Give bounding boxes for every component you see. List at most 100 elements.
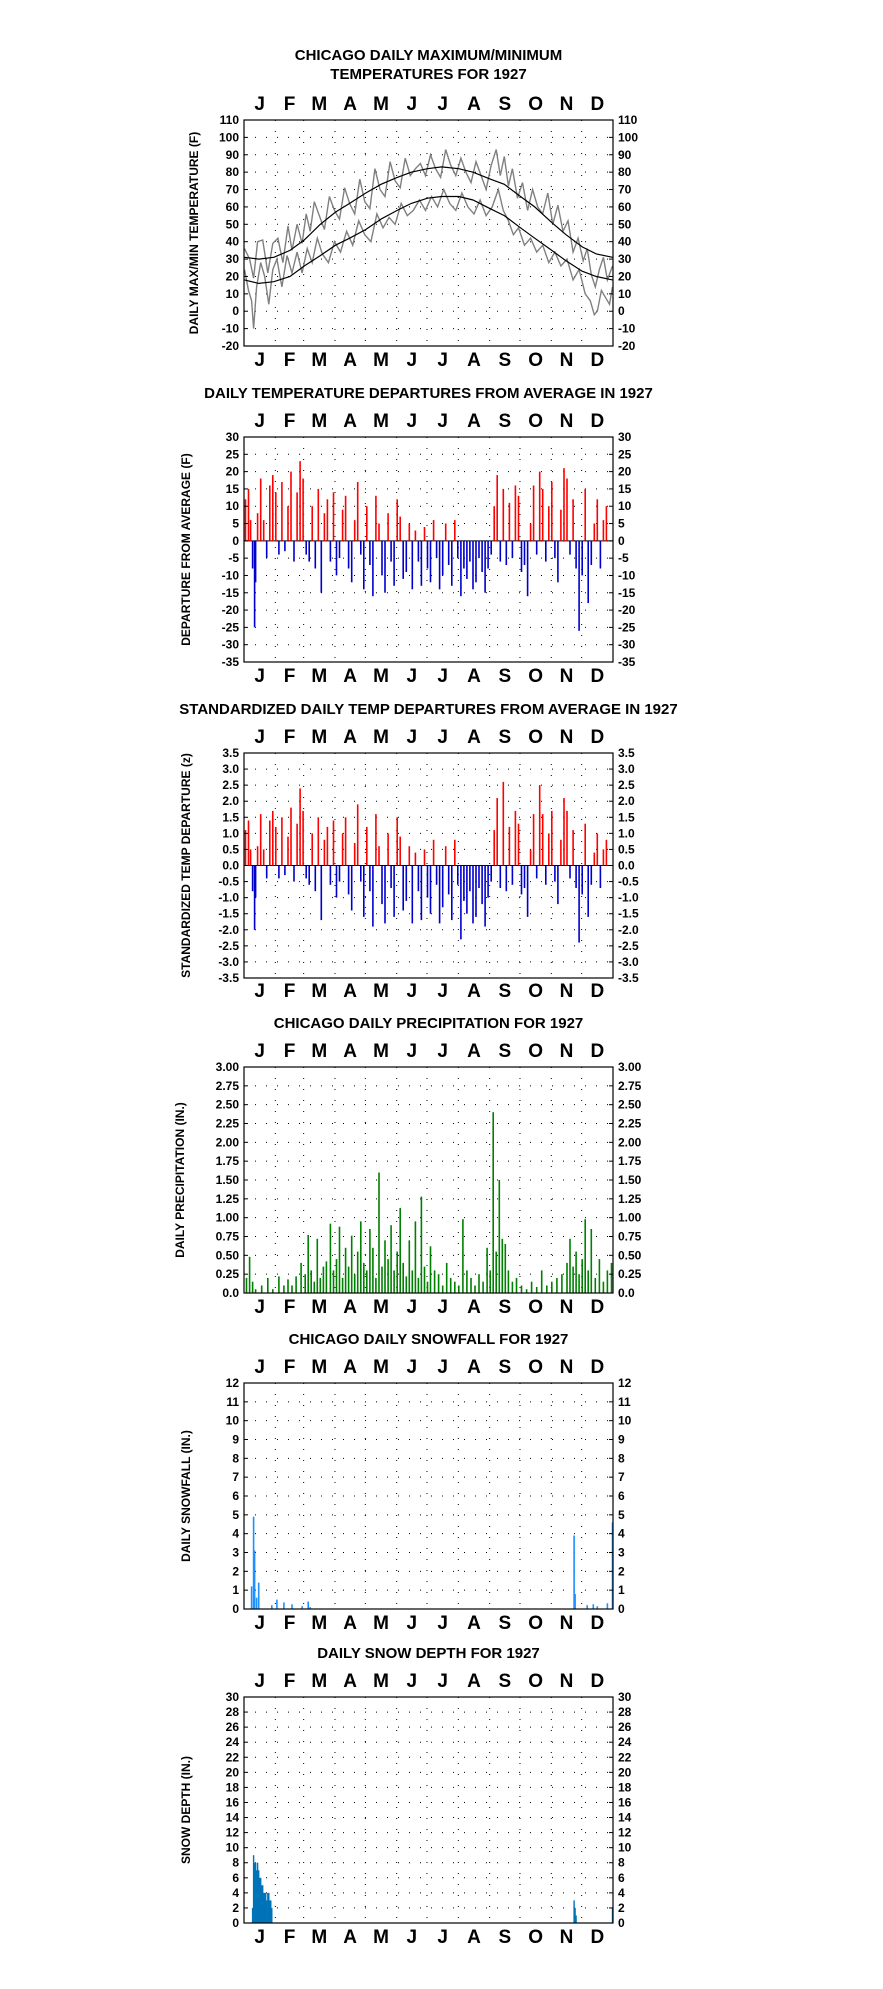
bar: [326, 499, 329, 541]
bar: [596, 833, 599, 866]
bar: [266, 1900, 268, 1923]
grid: [244, 1697, 613, 1923]
bar: [466, 865, 468, 914]
bar: [257, 1582, 260, 1609]
bar: [265, 1892, 267, 1923]
y-tick-label-left: 1.75: [216, 1154, 240, 1168]
bar: [551, 810, 553, 866]
bar: [426, 1281, 429, 1293]
bar: [541, 488, 544, 541]
month-label-top: S: [498, 94, 511, 115]
bar: [251, 865, 254, 892]
y-tick-label-right: 9: [618, 1433, 625, 1447]
bar: [360, 540, 362, 555]
bar: [284, 540, 286, 552]
y-tick-label-right: 10: [618, 499, 632, 513]
y-tick-label-right: 0.25: [618, 1267, 642, 1281]
month-label-bottom: J: [254, 1297, 265, 1318]
bar: [429, 540, 432, 583]
month-label-top: A: [343, 727, 357, 748]
y-tick-label-right: -10: [618, 322, 636, 336]
bar: [478, 1274, 480, 1293]
y-tick-label-left: -0.5: [218, 875, 239, 889]
bar: [548, 833, 550, 866]
bar: [272, 810, 274, 866]
month-label-bottom: M: [373, 1927, 389, 1948]
y-axis-title: DAILY PRECIPITATION (IN.): [173, 1102, 187, 1258]
month-label-top: D: [590, 727, 604, 748]
bar: [478, 540, 480, 559]
month-label-top: M: [311, 411, 327, 432]
month-label-bottom: A: [467, 1297, 481, 1318]
bar: [578, 1274, 580, 1293]
bar: [420, 865, 423, 921]
y-tick-label-left: 30: [226, 1690, 240, 1704]
bar: [275, 826, 277, 866]
bar: [507, 1270, 510, 1293]
bar: [411, 865, 414, 924]
bar: [293, 540, 295, 562]
bar: [402, 865, 404, 911]
bar: [463, 865, 465, 901]
bar: [593, 852, 596, 866]
month-label-top: O: [528, 411, 543, 432]
bar: [408, 1240, 411, 1293]
y-tick-label-right: 4: [618, 1886, 625, 1900]
y-axis-title: SNOW DEPTH (IN.): [179, 1756, 193, 1864]
month-label-bottom: J: [437, 666, 448, 687]
bar: [262, 849, 265, 866]
bar: [511, 1281, 514, 1293]
month-label-top: M: [311, 1041, 327, 1062]
month-label-top: O: [528, 1357, 543, 1378]
bar: [253, 1862, 256, 1923]
bar: [387, 1259, 389, 1293]
bar: [574, 1907, 576, 1923]
bar: [496, 798, 498, 866]
bar: [244, 499, 247, 541]
y-tick-label-left: -25: [222, 620, 240, 634]
y-tick-label-right: 2.50: [618, 1098, 642, 1112]
data-marks: [244, 781, 608, 943]
bar: [259, 814, 262, 866]
bar: [291, 1604, 293, 1609]
month-label-bottom: O: [528, 350, 543, 371]
y-tick-label-right: 15: [618, 482, 632, 496]
y-tick-label-left: 7: [232, 1470, 239, 1484]
bar: [253, 865, 256, 930]
month-label-top: S: [498, 1041, 511, 1062]
bar: [384, 865, 386, 924]
bar: [393, 540, 395, 586]
month-label-top: J: [437, 1357, 448, 1378]
month-label-bottom: O: [528, 1927, 543, 1948]
bar: [423, 527, 426, 541]
month-label-top: J: [437, 1671, 448, 1692]
bar: [272, 475, 274, 541]
bar: [581, 540, 583, 576]
bar: [284, 865, 286, 876]
bar: [302, 810, 304, 866]
month-label-top: S: [498, 411, 511, 432]
month-label-top: M: [373, 1041, 389, 1062]
bar: [551, 1281, 553, 1293]
bar: [369, 865, 371, 892]
month-label-bottom: F: [284, 1613, 296, 1634]
bar: [578, 540, 580, 631]
bar: [581, 1259, 583, 1293]
bar: [529, 849, 532, 866]
bar: [375, 814, 377, 866]
bar: [540, 1270, 543, 1293]
bar: [458, 1285, 460, 1293]
normal-low-line: [244, 195, 613, 285]
month-label-top: M: [311, 94, 327, 115]
bar: [508, 502, 511, 541]
bar: [300, 1262, 302, 1293]
bar: [505, 865, 508, 892]
month-label-bottom: S: [498, 981, 511, 1002]
month-label-bottom: J: [437, 1297, 448, 1318]
y-tick-label-left: 22: [226, 1750, 240, 1764]
bar: [258, 1870, 260, 1923]
month-label-bottom: N: [560, 1927, 574, 1948]
y-tick-label-left: 26: [226, 1720, 240, 1734]
bar: [314, 540, 317, 569]
month-label-bottom: A: [343, 1927, 357, 1948]
